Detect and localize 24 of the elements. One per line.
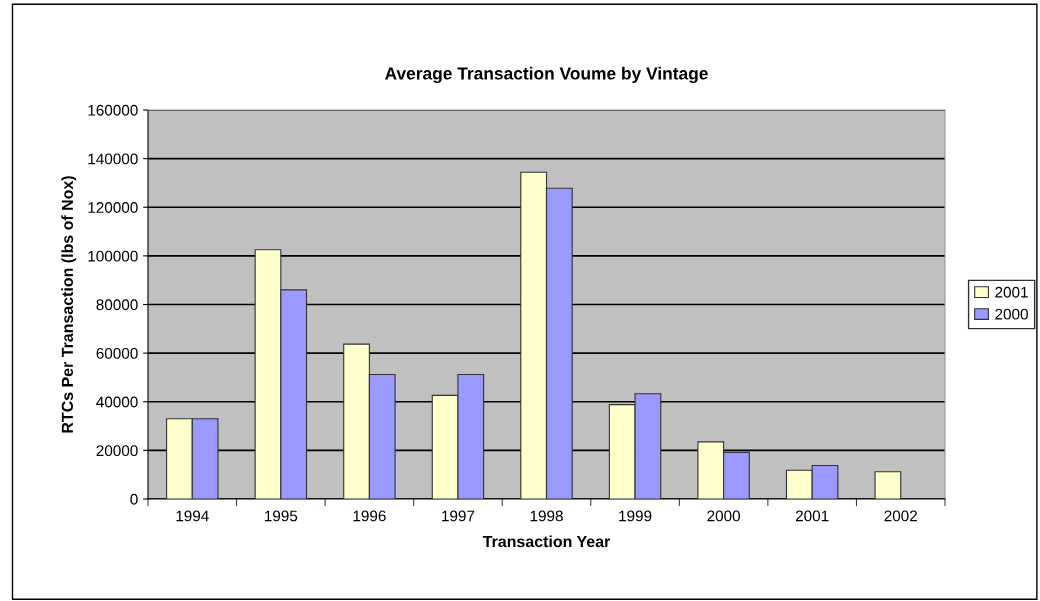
x-tick-label: 1998 — [530, 510, 563, 522]
bar — [874, 471, 902, 499]
y-tick-label: 40000 — [96, 396, 138, 408]
y-tick-label: 20000 — [96, 445, 138, 457]
y-tick-label: 0 — [130, 493, 138, 505]
x-tick-label: 1996 — [353, 510, 386, 522]
x-tick-label: 2000 — [707, 510, 741, 522]
y-axis-title: RTCs Per Transaction (lbs of Nox) — [61, 176, 77, 433]
y-tick-label: 100000 — [88, 250, 138, 262]
x-tick-label: 2002 — [884, 510, 917, 522]
x-tick-label: 1999 — [619, 510, 652, 522]
y-tick-label: 80000 — [96, 299, 138, 311]
y-tick-label: 120000 — [88, 202, 138, 213]
legend-label: 2000 — [995, 308, 1028, 320]
x-tick-label: 1994 — [176, 510, 209, 522]
y-tick-label: 140000 — [88, 153, 138, 165]
y-tick-label: 60000 — [96, 347, 138, 359]
y-tick-label: 160000 — [88, 104, 138, 116]
x-axis-title: Transaction Year — [482, 535, 611, 548]
chart-title: Average Transaction Voume by Vintage — [385, 66, 708, 84]
x-tick-label: 2001 — [795, 510, 829, 522]
x-tick-label: 1995 — [265, 510, 298, 522]
x-tick-label: 1997 — [442, 510, 475, 522]
legend-label: 2001 — [995, 286, 1028, 298]
